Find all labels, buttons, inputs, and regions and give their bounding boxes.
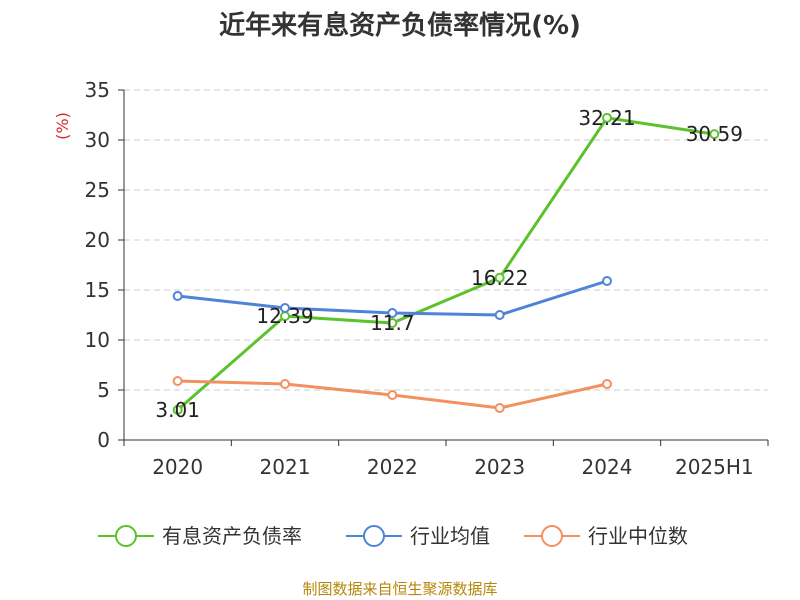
data-label: 12.39 [256,304,313,328]
data-point [709,129,720,140]
data-point [602,276,612,286]
x-tick-label: 2023 [474,455,525,479]
y-tick-label: 5 [97,378,110,402]
source-footer: 制图数据来自恒生聚源数据库 [302,580,497,598]
data-point [172,291,183,301]
y-tick-label: 0 [97,428,110,452]
data-point [172,404,183,415]
y-axis-label: (%) [53,112,72,140]
series-group [172,112,720,415]
legend-swatch-marker [363,525,385,547]
data-point [172,376,183,386]
legend-label: 行业中位数 [588,524,688,548]
data-point [387,308,398,318]
data-label: 11.7 [370,311,415,335]
data-point [494,272,505,283]
data-label: 32.21 [578,106,635,130]
data-point [494,403,505,413]
data-point [280,303,290,313]
x-tick-label: 2024 [582,455,633,479]
y-tick-label: 10 [85,328,110,352]
data-labels: 3.01 12.39 11.7 16.22 32.21 30.59 [155,106,743,422]
data-point [280,379,290,389]
legend-swatch-marker [541,525,563,547]
legend-swatch-marker [115,525,137,547]
data-point [602,379,612,389]
data-point [387,390,398,400]
legend-label: 行业均值 [410,524,490,548]
data-point [387,318,398,328]
y-tick-label: 25 [85,178,110,202]
data-point [494,310,505,320]
y-tick-label: 20 [85,228,110,252]
y-tick-label: 30 [85,128,110,152]
y-tick-label: 15 [85,278,110,302]
legend: 有息资产负债率 行业均值 行业中位数 [98,524,688,548]
x-tick-label: 2025H1 [675,455,754,479]
data-label: 30.59 [686,122,743,146]
legend-label: 有息资产负债率 [162,524,302,548]
x-tick-label: 2020 [152,455,203,479]
x-tick-label: 2022 [367,455,418,479]
axes: 0 5 10 15 20 25 30 35 2020 2021 2022 2023 2024 2025H1 [85,78,769,479]
data-label: 16.22 [471,266,528,290]
data-label: 3.01 [155,398,200,422]
data-point [602,112,612,123]
x-tick-label: 2021 [260,455,311,479]
chart-title: 近年来有息资产负债率情况(%) [219,10,581,41]
grid-lines [124,89,768,391]
series-line [176,116,715,412]
y-tick-label: 35 [85,78,110,102]
